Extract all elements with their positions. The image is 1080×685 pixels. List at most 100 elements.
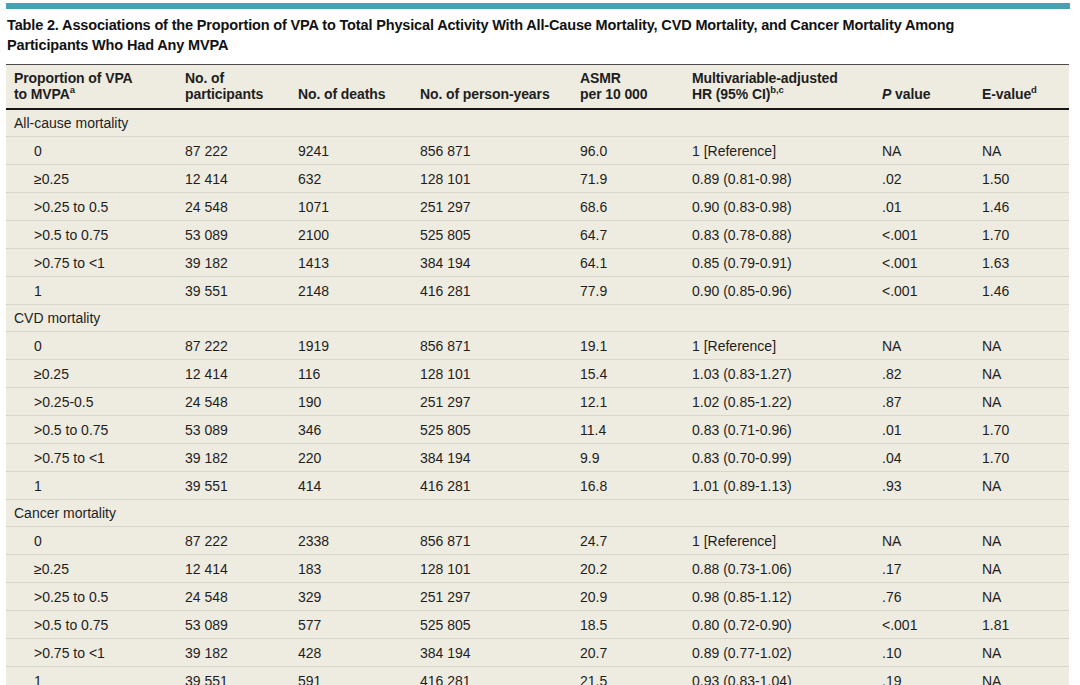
section-header-row: Cancer mortality [6,500,1069,527]
table-cell-deaths: 414 [298,472,420,500]
table-cell-participants: 12 414 [185,555,298,583]
table-cell-p-value: NA [882,137,982,165]
table-row: >0.75 to <139 182428384 19420.70.89 (0.7… [6,639,1069,667]
table-cell-p-value: <.001 [882,277,982,305]
table-cell-person-years: 384 194 [420,249,580,277]
table-cell-asmr: 68.6 [580,193,692,221]
table-cell-asmr: 20.9 [580,583,692,611]
section-header-row: All-cause mortality [6,109,1069,137]
table-cell-deaths: 2100 [298,221,420,249]
table-cell-p-value: NA [882,527,982,555]
table-cell-p-value: <.001 [882,221,982,249]
table-cell-asmr: 11.4 [580,416,692,444]
accent-bar [6,3,1070,9]
table-cell-proportion: 1 [6,472,185,500]
table-row: >0.75 to <139 1821413384 19464.10.85 (0.… [6,249,1069,277]
data-table: Proportion of VPAto MVPAaNo. ofparticipa… [6,64,1069,685]
table-cell-hr: 0.88 (0.73-1.06) [692,555,882,583]
table-cell-hr: 0.93 (0.83-1.04) [692,667,882,685]
table-cell-person-years: 128 101 [420,360,580,388]
table-cell-hr: 1.01 (0.89-1.13) [692,472,882,500]
table-cell-person-years: 128 101 [420,555,580,583]
table-title: Table 2. Associations of the Proportion … [7,15,1017,56]
table-cell-person-years: 525 805 [420,611,580,639]
table-cell-person-years: 525 805 [420,221,580,249]
table-row: >0.75 to <139 182220384 1949.90.83 (0.70… [6,444,1069,472]
table-cell-proportion: ≥0.25 [6,555,185,583]
table-cell-hr: 1 [Reference] [692,332,882,360]
table-cell-hr: 0.89 (0.81-0.98) [692,165,882,193]
table-cell-p-value: .82 [882,360,982,388]
table-cell-e-value: NA [982,388,1069,416]
table-cell-proportion: >0.25 to 0.5 [6,583,185,611]
table-cell-asmr: 71.9 [580,165,692,193]
section-label: CVD mortality [6,305,1069,332]
table-cell-participants: 24 548 [185,388,298,416]
table-cell-proportion: ≥0.25 [6,360,185,388]
table-cell-hr: 0.80 (0.72-0.90) [692,611,882,639]
table-cell-asmr: 64.7 [580,221,692,249]
table-cell-deaths: 591 [298,667,420,685]
table-row: 139 551414416 28116.81.01 (0.89-1.13).93… [6,472,1069,500]
table-cell-proportion: 1 [6,277,185,305]
table-row: 139 551591416 28121.50.93 (0.83-1.04).19… [6,667,1069,685]
table-row: 087 2222338856 87124.71 [Reference]NANA [6,527,1069,555]
table-cell-p-value: NA [882,332,982,360]
table-cell-p-value: .76 [882,583,982,611]
table-cell-deaths: 116 [298,360,420,388]
table-cell-proportion: 1 [6,667,185,685]
table-cell-participants: 87 222 [185,137,298,165]
column-header-asmr: ASMRper 10 000 [580,64,692,109]
table-cell-proportion: >0.75 to <1 [6,444,185,472]
table-cell-deaths: 577 [298,611,420,639]
column-header-p-value: P value [882,64,982,109]
table-cell-p-value: .04 [882,444,982,472]
section-header-row: CVD mortality [6,305,1069,332]
table-cell-p-value: .87 [882,388,982,416]
table-cell-hr: 0.85 (0.79-0.91) [692,249,882,277]
table-cell-deaths: 1413 [298,249,420,277]
table-cell-p-value: .01 [882,193,982,221]
table-cell-p-value: .93 [882,472,982,500]
table-cell-asmr: 15.4 [580,360,692,388]
table-cell-deaths: 329 [298,583,420,611]
table-cell-participants: 39 551 [185,277,298,305]
table-cell-hr: 0.98 (0.85-1.12) [692,583,882,611]
table-body: All-cause mortality087 2229241856 87196.… [6,109,1069,685]
table-cell-person-years: 416 281 [420,667,580,685]
table-cell-hr: 1 [Reference] [692,527,882,555]
table-cell-deaths: 2338 [298,527,420,555]
table-cell-hr: 0.90 (0.83-0.98) [692,193,882,221]
table-row: >0.5 to 0.7553 089346525 80511.40.83 (0.… [6,416,1069,444]
table-cell-hr: 1.03 (0.83-1.27) [692,360,882,388]
header-row: Proportion of VPAto MVPAaNo. ofparticipa… [6,64,1069,109]
table-cell-person-years: 416 281 [420,277,580,305]
table-cell-participants: 53 089 [185,611,298,639]
table-cell-e-value: 1.81 [982,611,1069,639]
table-cell-person-years: 251 297 [420,583,580,611]
table-header: Proportion of VPAto MVPAaNo. ofparticipa… [6,64,1069,109]
table-cell-proportion: 0 [6,137,185,165]
table-cell-p-value: .19 [882,667,982,685]
table-cell-person-years: 128 101 [420,165,580,193]
table-cell-hr: 0.89 (0.77-1.02) [692,639,882,667]
table-cell-proportion: >0.5 to 0.75 [6,416,185,444]
table-cell-e-value: NA [982,360,1069,388]
table-cell-asmr: 20.2 [580,555,692,583]
table-cell-participants: 24 548 [185,193,298,221]
table-cell-deaths: 9241 [298,137,420,165]
table-cell-person-years: 856 871 [420,137,580,165]
table-cell-e-value: 1.70 [982,221,1069,249]
table-cell-participants: 39 551 [185,667,298,685]
table-cell-participants: 12 414 [185,165,298,193]
table-cell-participants: 39 182 [185,249,298,277]
table-cell-asmr: 16.8 [580,472,692,500]
table-cell-p-value: <.001 [882,249,982,277]
table-cell-asmr: 21.5 [580,667,692,685]
table-cell-hr: 0.83 (0.70-0.99) [692,444,882,472]
table-cell-e-value: NA [982,639,1069,667]
table-cell-e-value: NA [982,555,1069,583]
table-cell-participants: 87 222 [185,527,298,555]
table-row: >0.25-0.524 548190251 29712.11.02 (0.85-… [6,388,1069,416]
table-cell-e-value: NA [982,527,1069,555]
